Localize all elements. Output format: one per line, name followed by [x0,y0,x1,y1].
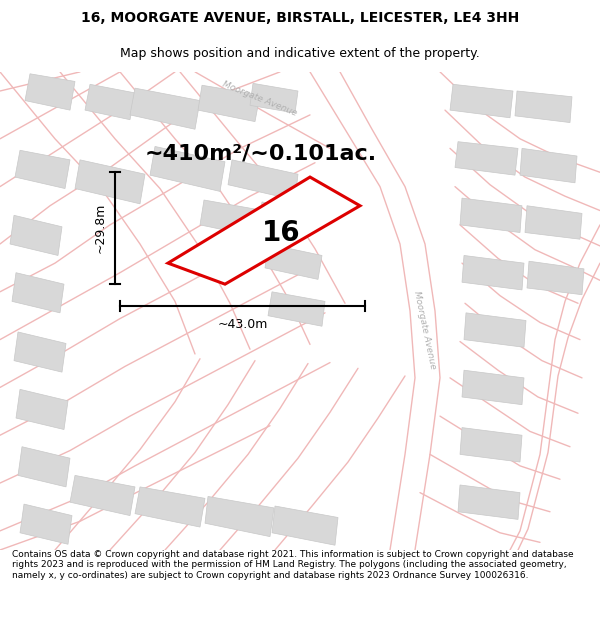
Polygon shape [20,504,72,544]
Text: Map shows position and indicative extent of the property.: Map shows position and indicative extent… [120,48,480,61]
Polygon shape [10,215,62,256]
Text: 16, MOORGATE AVENUE, BIRSTALL, LEICESTER, LE4 3HH: 16, MOORGATE AVENUE, BIRSTALL, LEICESTER… [81,11,519,25]
Polygon shape [450,84,513,118]
Polygon shape [520,148,577,182]
Polygon shape [515,91,572,123]
Polygon shape [14,332,66,372]
Text: Contains OS data © Crown copyright and database right 2021. This information is : Contains OS data © Crown copyright and d… [12,550,574,580]
Polygon shape [70,476,135,516]
Text: ~29.8m: ~29.8m [94,203,107,253]
Text: 16: 16 [262,219,300,246]
Polygon shape [75,160,145,204]
Polygon shape [25,74,75,110]
Polygon shape [268,292,325,326]
Polygon shape [85,84,135,120]
Polygon shape [198,85,260,122]
Polygon shape [18,447,70,487]
Polygon shape [455,142,518,175]
Polygon shape [258,202,312,236]
Polygon shape [130,88,200,129]
Polygon shape [462,370,524,404]
Polygon shape [460,198,522,232]
Polygon shape [15,150,70,189]
Text: ~410m²/~0.101ac.: ~410m²/~0.101ac. [145,143,377,163]
Polygon shape [135,487,205,527]
Polygon shape [228,160,298,200]
Text: ~43.0m: ~43.0m [217,318,268,331]
Polygon shape [250,83,298,113]
Polygon shape [464,313,526,348]
Text: Moorgate Avenue: Moorgate Avenue [412,290,437,370]
Polygon shape [460,428,522,462]
Polygon shape [527,261,584,294]
Polygon shape [272,506,338,545]
Polygon shape [200,200,258,236]
Polygon shape [16,389,68,429]
Polygon shape [12,272,64,313]
Polygon shape [525,206,582,239]
Polygon shape [150,146,225,191]
Text: Moorgate Avenue: Moorgate Avenue [221,79,299,118]
Polygon shape [205,496,274,537]
Polygon shape [168,177,360,284]
Polygon shape [265,244,322,279]
Polygon shape [462,256,524,290]
Polygon shape [458,485,520,519]
